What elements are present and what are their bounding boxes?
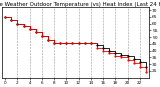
Title: Milwaukee Weather Outdoor Temperature (vs) Heat Index (Last 24 Hours): Milwaukee Weather Outdoor Temperature (v…: [0, 2, 160, 7]
